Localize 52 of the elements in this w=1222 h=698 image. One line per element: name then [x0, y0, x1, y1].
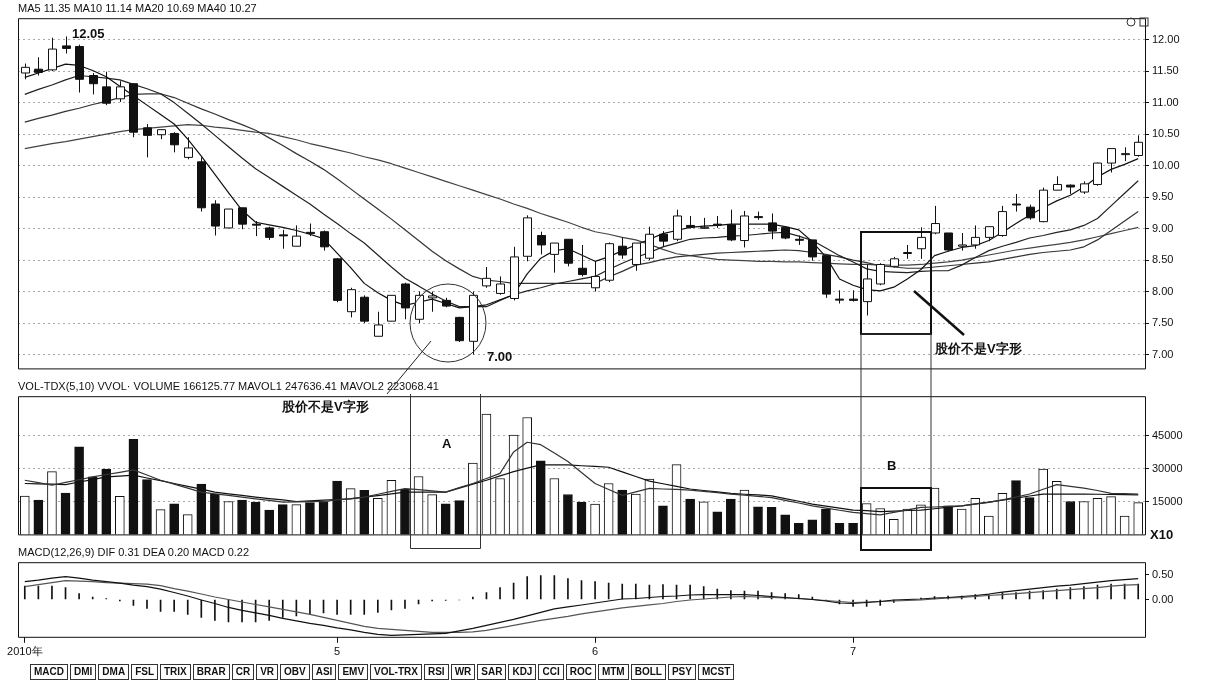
text: MCST	[697, 664, 735, 680]
y-tick-label: 11.50	[1152, 64, 1179, 77]
y-tick-label: 12.00	[1152, 32, 1180, 45]
x-tick-label: 5	[334, 645, 341, 658]
text: BRAR	[192, 664, 230, 680]
y-tick-label: 8.00	[1152, 284, 1174, 297]
annotation: B	[887, 458, 897, 473]
chart-title: MACD(12,26,9) DIF 0.31 DEA 0.20 MACD 0.22	[18, 545, 250, 558]
text: ASI	[311, 664, 337, 680]
text: OBV	[280, 664, 310, 680]
text: EMV	[338, 664, 369, 680]
annotation: 股价不是V字形	[282, 398, 369, 416]
text: CR	[231, 664, 255, 680]
text: CCI	[538, 664, 564, 680]
y-tick-label: 10.50	[1152, 127, 1180, 140]
y-tick-label: 10.00	[1152, 158, 1180, 171]
text: PSY	[667, 664, 696, 680]
y-tick-label: 11.00	[1152, 95, 1179, 108]
text: ROC	[565, 664, 596, 680]
annotation: 12.05	[72, 26, 105, 41]
x-tick-label: 7	[850, 645, 857, 658]
y-tick-label: 9.50	[1152, 190, 1174, 203]
text: WR	[450, 664, 476, 680]
text: X10	[1150, 527, 1174, 542]
text: BOLL	[630, 664, 666, 680]
y-tick-label: 8.50	[1152, 253, 1174, 266]
x-tick-label: 6	[592, 645, 599, 658]
text: VR	[256, 664, 279, 680]
y-tick-label: 30000	[1152, 461, 1183, 474]
text: SAR	[477, 664, 507, 680]
y-tick-label: 0.00	[1152, 592, 1174, 605]
y-tick-label: 7.00	[1152, 347, 1174, 360]
chart-title: VOL-TDX(5,10) VVOL· VOLUME 166125.77 MAVOL1 247636.41 MAVOL2 223068.41	[18, 379, 439, 392]
text: MACD	[30, 664, 68, 680]
text: FSL	[131, 664, 159, 680]
y-tick-label: 7.50	[1152, 316, 1174, 329]
text: VOL-TRX	[370, 664, 422, 680]
annotation: 7.00	[487, 349, 513, 364]
text: DMI	[70, 664, 97, 680]
text: DMA	[98, 664, 130, 680]
text: RSI	[423, 664, 449, 680]
annotation: A	[442, 436, 452, 451]
text: TRIX	[160, 664, 191, 680]
y-tick-label: 15000	[1152, 494, 1183, 507]
x-tick-label: 2010年	[7, 645, 43, 658]
y-tick-label: 9.00	[1152, 221, 1174, 234]
annotation: 股价不是V字形	[935, 340, 1022, 358]
y-tick-label: 0.50	[1152, 567, 1174, 580]
chart-subtitle: MA5 11.35 MA10 11.14 MA20 10.69 MA40 10.27	[18, 1, 257, 14]
text: KDJ	[508, 664, 537, 680]
y-tick-label: 45000	[1152, 428, 1183, 441]
text: MTM	[597, 664, 629, 680]
